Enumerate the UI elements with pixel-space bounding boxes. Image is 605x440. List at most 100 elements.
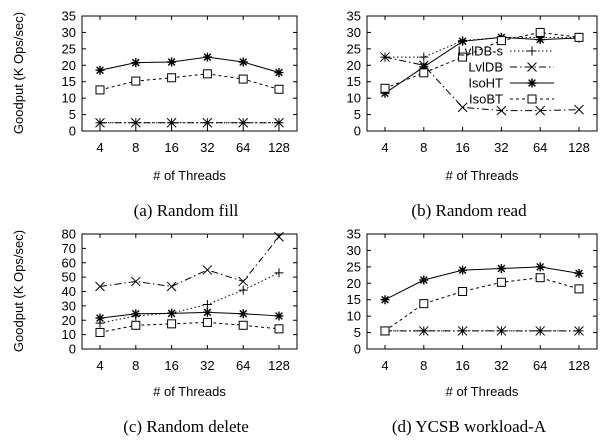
x-tick-label: 64: [236, 140, 250, 155]
series-isoht: [95, 52, 284, 78]
y-tick-label: 70: [62, 241, 76, 256]
legend-marker: [527, 94, 537, 104]
y-tick-label: 0: [69, 342, 76, 357]
x-tick-label: 32: [494, 140, 508, 155]
y-tick-label: 10: [347, 309, 361, 324]
legend-label: LvlDB: [468, 60, 503, 75]
data-point: [458, 36, 468, 46]
series-line: [384, 56, 580, 112]
y-tick-label: 15: [347, 74, 361, 89]
y-tick-label: 80: [62, 227, 76, 242]
data-point: [274, 117, 284, 128]
data-point: [167, 57, 177, 67]
y-tick-label: 0: [354, 124, 361, 139]
plot-frame: [81, 233, 298, 350]
x-tick-label: 4: [381, 358, 388, 373]
data-point: [238, 117, 249, 128]
data-point: [535, 35, 545, 45]
data-point: [457, 326, 468, 336]
data-point: [95, 327, 105, 337]
legend-label: IsoBT: [469, 92, 503, 107]
data-point: [167, 308, 177, 318]
series-isobt: [380, 273, 584, 336]
y-tick-label: 5: [354, 325, 361, 340]
series-line: [99, 236, 280, 287]
series-isoht: [380, 262, 584, 305]
data-point: [131, 309, 141, 319]
data-point: [238, 74, 248, 84]
data-point: [419, 62, 429, 72]
data-point: [131, 320, 141, 330]
x-tick-label: 128: [268, 358, 290, 373]
series-isobt: [95, 69, 284, 95]
data-point: [202, 317, 212, 327]
data-point: [202, 299, 212, 309]
y-tick-label: 25: [347, 41, 361, 56]
data-point: [380, 52, 390, 62]
series-isobt: [95, 317, 284, 337]
x-axis-label: # of Threads: [153, 384, 226, 399]
series-line: [99, 311, 280, 319]
data-point: [457, 102, 468, 113]
data-point: [380, 83, 390, 93]
y-tick-label: 5: [354, 107, 361, 122]
y-tick-label: 30: [62, 25, 76, 40]
y-tick-label: 10: [62, 91, 76, 106]
data-point: [274, 268, 284, 278]
plot-frame: [366, 233, 598, 350]
series-line: [99, 321, 280, 333]
data-point: [131, 58, 141, 68]
data-point: [274, 68, 284, 78]
legend-marker: [527, 62, 537, 72]
series-isoht: [95, 307, 284, 323]
data-point: [458, 287, 468, 296]
x-tick-label: 128: [568, 140, 590, 155]
y-tick-label: 50: [62, 270, 76, 285]
x-tick-label: 4: [96, 358, 103, 373]
plot-frame: [81, 15, 298, 132]
y-tick-label: 40: [62, 284, 76, 299]
data-point: [238, 285, 248, 295]
data-point: [419, 52, 429, 62]
y-tick-label: 20: [62, 313, 76, 328]
data-point: [202, 265, 213, 275]
x-tick-label: 128: [568, 358, 590, 373]
data-point: [130, 117, 141, 128]
y-tick-label: 5: [69, 107, 76, 122]
data-point: [535, 273, 545, 283]
data-point: [419, 299, 429, 309]
data-point: [380, 326, 390, 336]
y-tick-label: 10: [62, 327, 76, 342]
y-tick-label: 0: [354, 342, 361, 357]
series-isoht: [380, 32, 584, 98]
x-tick-label: 64: [236, 358, 250, 373]
data-point: [202, 307, 212, 317]
y-tick-label: 10: [347, 91, 361, 106]
x-tick-label: 4: [381, 140, 388, 155]
x-tick-label: 16: [455, 140, 469, 155]
data-point: [574, 32, 584, 42]
legend-label: LvlDB-s: [457, 44, 503, 59]
x-tick-label: 32: [494, 358, 508, 373]
x-tick-label: 16: [164, 358, 178, 373]
data-point: [574, 268, 584, 278]
series-line: [384, 31, 580, 89]
data-point: [574, 104, 584, 115]
data-point: [419, 275, 429, 285]
x-tick-label: 8: [420, 358, 427, 373]
data-point: [380, 295, 390, 305]
panel-caption: (a) Random fill: [134, 201, 239, 220]
y-tick-label: 20: [347, 276, 361, 291]
x-tick-label: 8: [132, 140, 139, 155]
data-point: [274, 311, 284, 321]
series-lvldb: [380, 52, 584, 116]
data-point: [95, 117, 105, 128]
x-tick-label: 4: [96, 140, 103, 155]
data-point: [574, 284, 584, 294]
data-point: [535, 105, 546, 116]
y-axis-label: Goodput (K Ops/sec): [11, 230, 26, 352]
y-tick-label: 15: [62, 74, 76, 89]
data-point: [166, 117, 177, 128]
y-tick-label: 30: [347, 25, 361, 40]
